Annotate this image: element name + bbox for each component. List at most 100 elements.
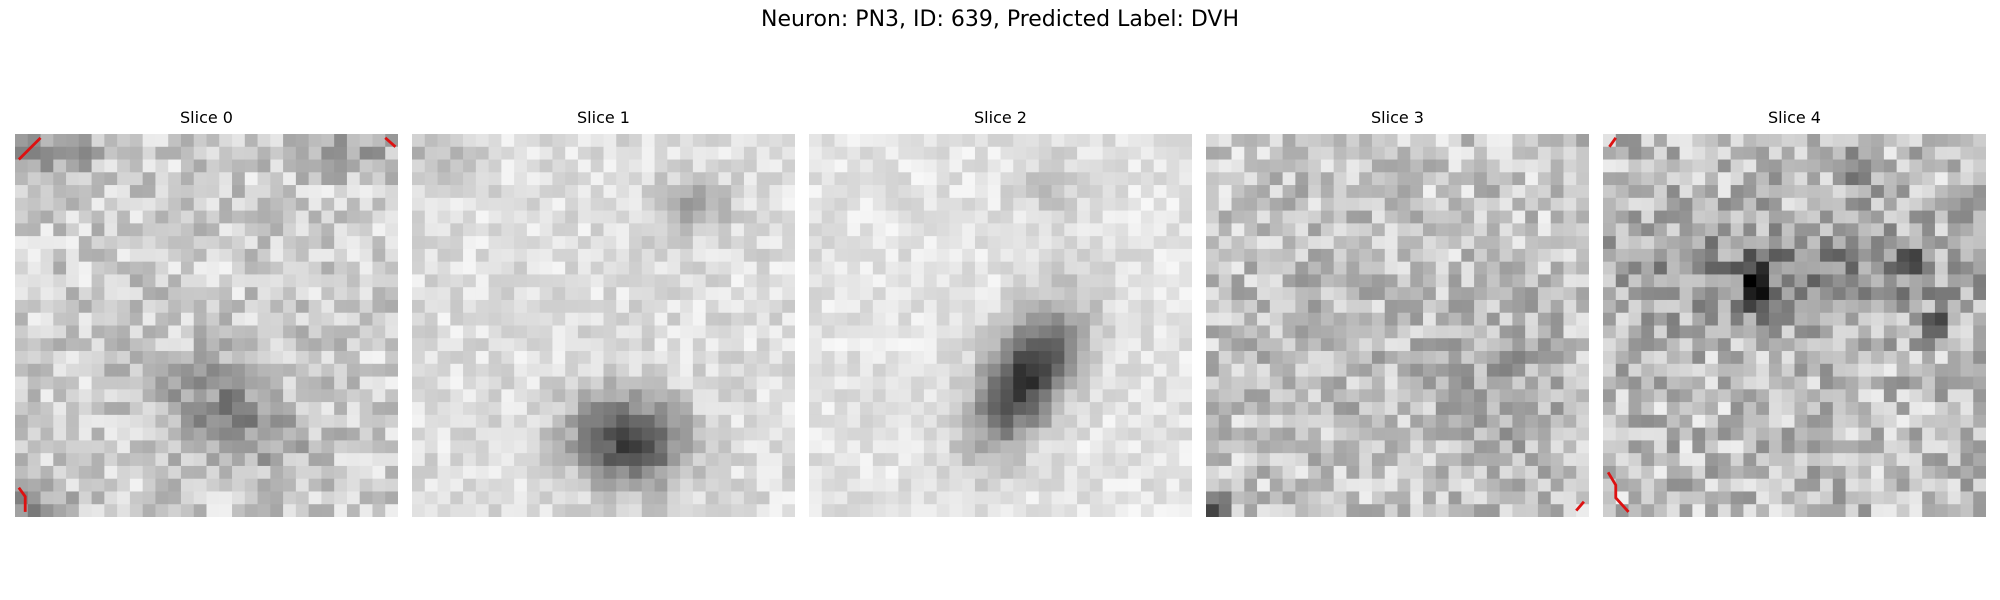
pixel <box>321 248 335 263</box>
pixel <box>1077 172 1091 186</box>
pixel <box>1102 299 1116 314</box>
pixel <box>53 223 67 237</box>
pixel <box>987 363 1001 377</box>
pixel <box>1486 504 1501 517</box>
pixel <box>283 197 297 211</box>
pixel <box>412 223 426 237</box>
pixel <box>949 134 963 148</box>
pixel <box>1756 491 1770 505</box>
pixel <box>834 197 848 211</box>
pixel <box>1257 146 1271 160</box>
pixel <box>104 389 118 403</box>
pixel <box>1781 248 1795 263</box>
pixel <box>718 325 732 339</box>
pixel <box>565 402 579 416</box>
pixel <box>603 185 617 199</box>
pixel <box>1397 146 1411 160</box>
pixel <box>1820 363 1834 377</box>
pixel <box>1883 299 1898 314</box>
pixel <box>1474 261 1488 275</box>
pixel <box>1525 389 1539 403</box>
pixel <box>590 325 604 339</box>
pixel <box>1654 504 1668 517</box>
pixel <box>731 197 745 211</box>
pixel <box>66 363 80 377</box>
pixel <box>680 261 694 275</box>
pixel <box>424 299 438 314</box>
pixel <box>847 197 861 211</box>
pixel <box>1576 210 1589 224</box>
pixel <box>346 465 361 480</box>
pixel <box>949 236 963 250</box>
pixel <box>1000 504 1014 517</box>
pixel <box>539 197 553 211</box>
pixel <box>514 453 528 467</box>
pixel <box>1973 210 1986 224</box>
pixel <box>1896 274 1910 288</box>
pixel <box>514 338 528 352</box>
pixel <box>1089 236 1104 250</box>
pixel <box>1666 338 1680 352</box>
pixel <box>193 351 207 365</box>
pixel <box>501 453 515 467</box>
pixel <box>1461 185 1475 199</box>
pixel <box>911 223 925 237</box>
pixel <box>270 389 284 403</box>
pixel <box>1743 261 1757 275</box>
pixel <box>1128 478 1142 492</box>
pixel <box>1410 197 1424 211</box>
pixel <box>244 504 258 517</box>
pixel <box>514 274 528 288</box>
pixel <box>1308 223 1322 237</box>
pixel <box>308 363 322 377</box>
pixel <box>1179 172 1192 186</box>
pixel <box>539 414 553 429</box>
pixel <box>1102 338 1116 352</box>
pixel <box>1499 236 1513 250</box>
pixel <box>1051 287 1065 301</box>
pixel <box>232 491 246 505</box>
pixel <box>1257 299 1271 314</box>
pixel <box>385 478 398 492</box>
pixel <box>872 248 886 263</box>
pixel <box>334 440 348 454</box>
pixel <box>782 287 795 301</box>
pixel <box>898 491 912 505</box>
pixel <box>1206 134 1220 148</box>
pixel <box>847 223 861 237</box>
pixel <box>450 440 464 454</box>
pixel <box>872 159 886 173</box>
pixel <box>1794 491 1808 505</box>
pixel <box>1474 287 1488 301</box>
pixel <box>40 274 54 288</box>
pixel <box>1679 312 1693 326</box>
pixel <box>692 248 707 263</box>
pixel <box>731 223 745 237</box>
pixel <box>232 363 246 377</box>
pixel <box>782 402 795 416</box>
pixel <box>565 440 579 454</box>
pixel <box>1615 248 1629 263</box>
pixel <box>1641 440 1655 454</box>
pixel <box>1807 453 1821 467</box>
pixel <box>1820 325 1834 339</box>
pixel <box>180 248 195 263</box>
pixel <box>782 248 795 263</box>
pixel <box>475 287 489 301</box>
pixel <box>270 299 284 314</box>
pixel <box>91 427 105 441</box>
pixel <box>385 325 398 339</box>
pixel <box>1269 363 1283 377</box>
pixel <box>1730 287 1744 301</box>
pixel <box>1013 261 1027 275</box>
pixel <box>308 172 322 186</box>
pixel <box>514 389 528 403</box>
pixel <box>1410 351 1424 365</box>
pixel <box>1231 414 1245 429</box>
pixel <box>334 197 348 211</box>
pixel <box>412 389 426 403</box>
pixel <box>782 159 795 173</box>
pixel <box>91 236 105 250</box>
pixel <box>1115 210 1129 224</box>
pixel <box>565 427 579 441</box>
